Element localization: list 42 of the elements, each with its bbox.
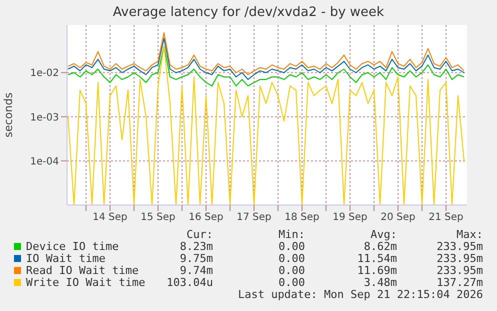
x-tick-label: 16 Sep [188, 212, 224, 224]
text: 9.75m [180, 252, 213, 265]
legend-label: IO Wait time [26, 252, 106, 265]
text: 103.04u [166, 276, 213, 289]
text: 11.54m [357, 252, 397, 265]
text: 233.95m [436, 240, 483, 253]
text: 3.48m [364, 276, 397, 289]
text: Min: [278, 228, 305, 241]
y-tick-label: 1e-02 [30, 68, 59, 80]
text: 0.00 [278, 276, 305, 289]
legend-label: Device IO time [26, 240, 119, 253]
x-tick-label: 14 Sep [92, 212, 128, 224]
text: 9.74m [180, 264, 213, 277]
chart-title: Average latency for /dev/xvda2 - by week [112, 5, 386, 20]
x-tick-label: 18 Sep [284, 212, 320, 224]
text: 0.00 [278, 240, 305, 253]
x-tick-label: 19 Sep [332, 212, 368, 224]
text: 0.00 [278, 264, 305, 277]
line-series [68, 46, 464, 205]
x-tick-label: 17 Sep [236, 212, 272, 224]
text: Cur: [186, 228, 213, 241]
x-tick-label: 21 Sep [428, 212, 464, 224]
y-axis-title: seconds [2, 92, 15, 138]
legend-label: Write IO Wait time [26, 276, 146, 289]
line-series [68, 32, 464, 76]
line-series [68, 38, 464, 80]
text: 8.62m [364, 240, 397, 253]
x-tick-label: 15 Sep [140, 212, 176, 224]
text: 137.27m [436, 276, 483, 289]
text: 11.69m [357, 264, 397, 277]
x-tick-label: 20 Sep [380, 212, 416, 224]
text: 233.95m [436, 264, 483, 277]
text: Avg: [370, 228, 397, 241]
text: Last update: Mon Sep 21 22:15:04 2026 [238, 288, 483, 301]
y-tick-label: 1e-04 [30, 156, 59, 168]
text: Max: [456, 228, 483, 241]
line-series [68, 46, 464, 86]
text: 8.23m [180, 240, 213, 253]
legend-label: Read IO Wait time [26, 264, 139, 277]
y-tick-label: 1e-03 [30, 112, 59, 124]
text: 0.00 [278, 252, 305, 265]
text: 233.95m [436, 252, 483, 265]
